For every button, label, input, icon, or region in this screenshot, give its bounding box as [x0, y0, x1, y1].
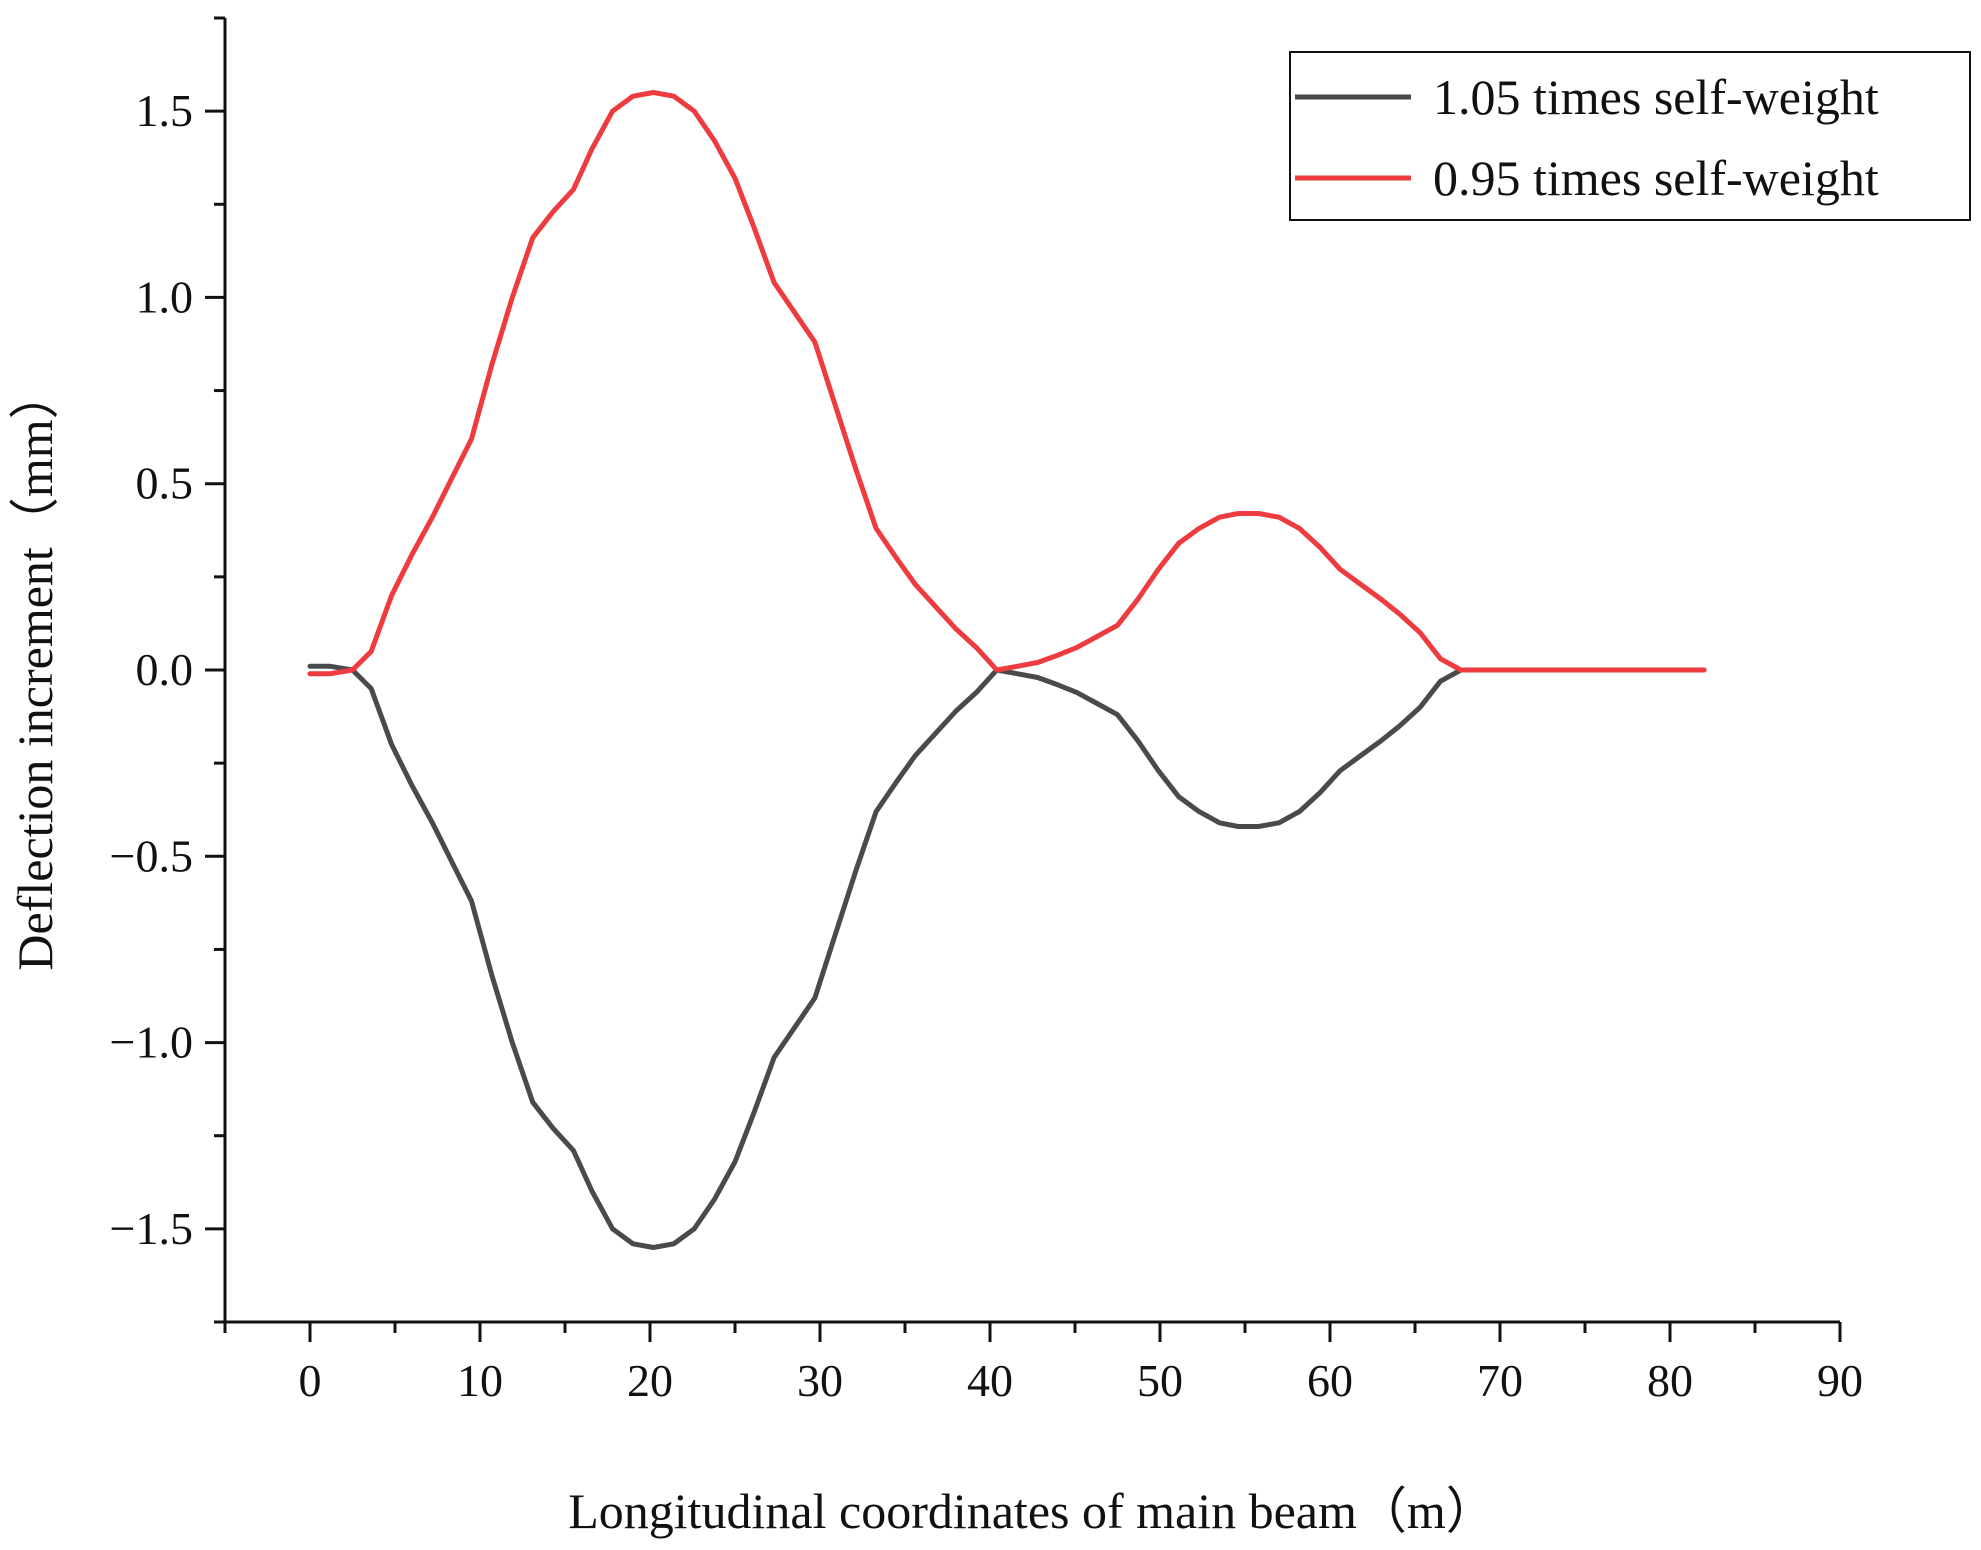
x-ticks: 0 10 20 30 40 50 60 70 80 90 [223, 1322, 1863, 1406]
x-tick-label: 0 [299, 1355, 322, 1406]
x-tick-label: 80 [1647, 1355, 1693, 1406]
y-tick-label: 0.0 [136, 644, 194, 695]
legend-box [1289, 51, 1971, 221]
x-tick-label: 40 [967, 1355, 1013, 1406]
y-tick-label: −1.5 [110, 1203, 193, 1254]
x-tick-label: 70 [1477, 1355, 1523, 1406]
y-tick-label: −0.5 [110, 830, 193, 881]
series-line-1-05-self-weight [307, 663, 1707, 1250]
y-tick-label: −1.0 [110, 1017, 193, 1068]
x-tick-label: 20 [627, 1355, 673, 1406]
legend: 1.05 times self-weight 0.95 times self-w… [1289, 51, 1971, 221]
axes: −1.5 −1.0 −0.5 0.0 0.5 1.0 1.5 0 10 20 30 40 50 60 70… [110, 16, 1863, 1406]
x-tick-label: 50 [1137, 1355, 1183, 1406]
x-tick-label: 10 [457, 1355, 503, 1406]
y-tick-label: 0.5 [136, 458, 194, 509]
legend-label-1-05: 1.05 times self-weight [1433, 69, 1879, 125]
y-tick-label: 1.0 [136, 271, 194, 322]
x-tick-label: 60 [1307, 1355, 1353, 1406]
legend-label-0-95: 0.95 times self-weight [1433, 150, 1879, 206]
y-ticks: −1.5 −1.0 −0.5 0.0 0.5 1.0 1.5 [110, 16, 225, 1324]
x-tick-label: 30 [797, 1355, 843, 1406]
y-axis-title: Deflection increment（mm） [7, 369, 63, 970]
x-tick-label: 90 [1817, 1355, 1863, 1406]
y-tick-label: 1.5 [136, 85, 194, 136]
x-axis-title: Longitudinal coordinates of main beam（m） [568, 1483, 1496, 1539]
series-line-0-95-self-weight [307, 90, 1707, 677]
series-layer [307, 90, 1707, 1250]
